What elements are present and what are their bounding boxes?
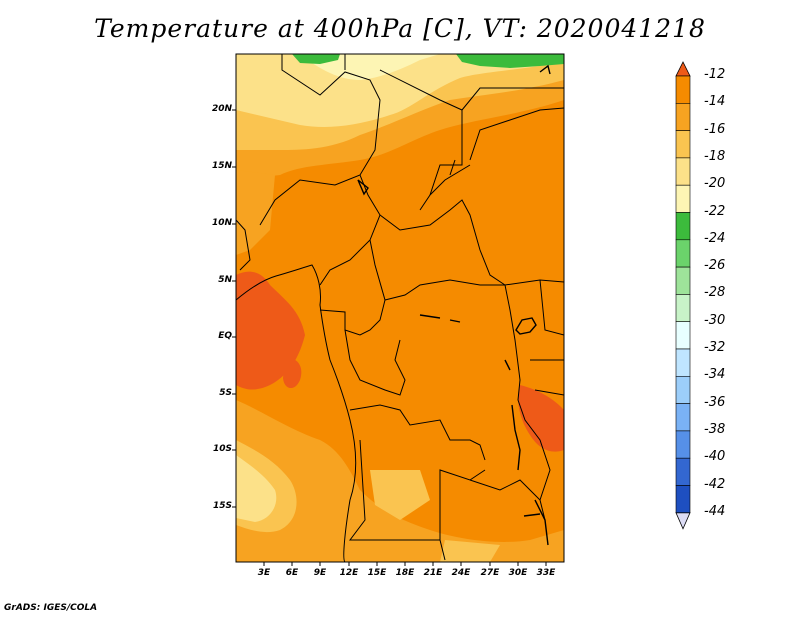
colorbar-label: -18	[704, 148, 726, 164]
lon-label-3e: 3E	[257, 568, 271, 578]
country-boundaries	[236, 54, 564, 562]
colorbar-label: -12	[704, 67, 726, 82]
border-gabon	[319, 299, 386, 336]
border-darfur	[429, 164, 471, 196]
colorbar-label: -38	[704, 421, 726, 437]
border-egypt-sudan	[461, 87, 564, 111]
shade-green-left	[292, 54, 340, 64]
colorbar-label: -44	[704, 503, 726, 519]
lon-ticks	[263, 562, 547, 566]
colorbar-box	[675, 430, 691, 459]
colorbar-label: -28	[704, 285, 726, 301]
colorbar-box	[675, 403, 691, 432]
colorbar-box	[675, 457, 691, 486]
lon-label-12e: 12E	[339, 568, 359, 578]
colorbar-box	[675, 130, 691, 159]
shade-20	[236, 54, 564, 127]
colorbar-bottom-arrow	[675, 512, 691, 530]
lon-label-15e: 15E	[367, 568, 387, 578]
colorbar-label: -32	[704, 340, 726, 355]
lakes	[357, 64, 551, 546]
lon-label-24e: 24E	[451, 568, 471, 578]
shade-south-20	[236, 455, 277, 522]
lat-label-15s: 15S	[212, 501, 232, 511]
temperature-field	[236, 54, 564, 562]
lat-label-5n: 5N	[218, 275, 232, 285]
lat-label-15n: 15N	[211, 161, 232, 171]
border-angola-drc	[349, 404, 486, 461]
colorbar-box	[675, 212, 691, 241]
lat-label-eq: EQ	[218, 331, 232, 341]
shade-warm-small	[283, 358, 302, 389]
colorbar-label: -14	[704, 94, 726, 110]
lon-label-27e: 27E	[480, 568, 500, 578]
colorbar-box	[675, 184, 691, 213]
colorbar-label: -24	[704, 230, 726, 246]
border-west	[236, 219, 251, 271]
lake-tanganyika	[511, 404, 521, 471]
credit-text: GrADS: IGES/COLA	[4, 603, 98, 613]
colorbar-box	[675, 75, 691, 104]
colorbar-box	[675, 294, 691, 322]
colorbar-top-arrow	[675, 61, 691, 77]
border-zambia	[439, 479, 546, 561]
colorbar-label: -22	[704, 203, 726, 219]
colorbar-label: -16	[704, 121, 726, 137]
shade-warm-east	[518, 385, 564, 452]
lake-victoria	[515, 317, 537, 335]
shade-south-mid	[370, 470, 430, 520]
border-sudan-north	[469, 107, 564, 161]
border-niger	[259, 54, 381, 226]
lat-ticks	[232, 109, 236, 508]
colorbar	[675, 61, 691, 530]
colorbar-box	[675, 103, 691, 131]
border-car	[379, 199, 506, 286]
colorbar-box	[675, 485, 691, 514]
colorbar-label: -30	[704, 312, 726, 328]
lake-kariba	[523, 513, 541, 517]
map-frame	[235, 53, 565, 563]
colorbar-box	[675, 266, 691, 295]
border-congo	[344, 329, 406, 396]
colorbar-label: -40	[704, 449, 726, 465]
lon-label-33e: 33E	[536, 568, 556, 578]
colorbar-label: -20	[704, 176, 726, 192]
lon-label-30e: 30E	[508, 568, 528, 578]
lon-label-6e: 6E	[285, 568, 299, 578]
lon-label-18e: 18E	[395, 568, 415, 578]
border-great-lakes	[504, 284, 551, 501]
colorbar-label: -34	[704, 367, 726, 383]
colorbar-label: -36	[704, 394, 726, 410]
shade-green-right	[456, 54, 564, 68]
shade-south-16	[236, 400, 564, 562]
lake-kivu	[504, 359, 511, 371]
lat-label-10n: 10N	[211, 218, 232, 228]
border-angola-south	[349, 439, 486, 541]
border-small	[449, 159, 456, 176]
lat-label-10s: 10S	[212, 444, 232, 454]
river-congo	[419, 314, 461, 323]
colorbar-box	[675, 375, 691, 404]
shade-south-bottom	[440, 540, 500, 562]
border-car-south	[369, 239, 564, 301]
lat-label-5s: 5S	[219, 388, 232, 398]
lake-malawi	[534, 499, 549, 546]
lon-label-21e: 21E	[423, 568, 443, 578]
lon-label-9e: 9E	[313, 568, 327, 578]
coastline	[236, 264, 357, 562]
colorbar-box	[675, 321, 691, 350]
map-title: Temperature at 400hPa [C], VT: 202004121…	[94, 14, 706, 43]
border-east	[530, 279, 564, 396]
lat-label-20n: 20N	[211, 104, 232, 114]
colorbar-label: -42	[704, 476, 726, 492]
colorbar-box	[675, 157, 691, 186]
colorbar-label: -26	[704, 258, 726, 274]
colorbar-box	[675, 348, 691, 377]
coast-red-sea	[539, 64, 551, 75]
lake-chad	[357, 179, 369, 196]
colorbar-box	[675, 239, 691, 268]
